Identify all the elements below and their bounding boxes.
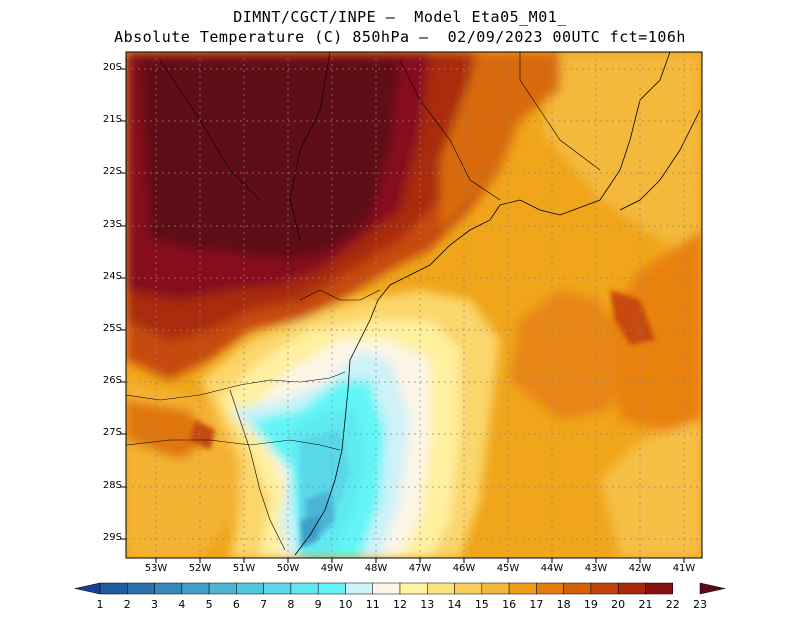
colorbar-label: 7: [260, 598, 268, 611]
colorbar-label: 12: [393, 598, 407, 611]
lon-label: 51W: [232, 563, 256, 574]
colorbar-swatch: [127, 582, 155, 595]
lat-label: 27S: [102, 427, 122, 438]
colorbar-swatch: [399, 582, 428, 595]
colorbar-label: 18: [556, 598, 571, 611]
lon-label: 44W: [540, 563, 564, 574]
lat-label: 20S: [102, 62, 122, 73]
map-frame: [125, 51, 703, 559]
lon-label: 41W: [672, 563, 696, 574]
lat-label: 29S: [102, 532, 122, 543]
grid-lines: [126, 52, 702, 558]
colorbar-swatch: [590, 582, 619, 595]
colorbar-label: 4: [178, 598, 186, 611]
colorbar-swatch: [481, 582, 510, 595]
title-line-2: Absolute Temperature (C) 850hPa – 02/09/…: [114, 28, 686, 46]
colorbar-label: 10: [338, 598, 353, 611]
colorbar-swatch: [99, 582, 128, 595]
lat-label: 25S: [102, 323, 122, 334]
colorbar-swatch: [74, 582, 101, 595]
lon-label: 50W: [276, 563, 300, 574]
colorbar-swatch: [645, 582, 673, 595]
lat-label: 22S: [102, 166, 122, 177]
state-borders: [126, 52, 601, 551]
lat-label: 26S: [102, 375, 122, 386]
axis-ticks: [121, 68, 685, 563]
colorbar-label: 11: [365, 598, 380, 611]
colorbar-label: 21: [638, 598, 653, 611]
coastline: [294, 52, 701, 556]
lat-label: 28S: [102, 480, 122, 491]
lon-label: 43W: [584, 563, 608, 574]
lon-label: 52W: [188, 563, 212, 574]
colorbar-label: 13: [420, 598, 435, 611]
colorbar-swatch: [208, 582, 237, 595]
colorbar-label: 5: [205, 598, 213, 611]
lat-label: 24S: [102, 271, 122, 282]
colorbar-label: 23: [693, 598, 707, 611]
colorbar-label: 16: [502, 598, 517, 611]
lon-label: 47W: [408, 563, 432, 574]
colorbar-label: 2: [123, 598, 131, 611]
colorbar-swatch: [563, 582, 592, 595]
colorbar-label: 22: [665, 598, 680, 611]
colorbar: [74, 582, 726, 595]
title-line-1: DIMNT/CGCT/INPE – Model Eta05_M01_: [233, 8, 567, 26]
colorbar-label: 20: [611, 598, 626, 611]
lon-label: 48W: [364, 563, 388, 574]
colorbar-label: 14: [447, 598, 462, 611]
colorbar-label: 9: [314, 598, 322, 611]
colorbar-swatch: [617, 582, 646, 595]
lat-label: 21S: [102, 114, 122, 125]
colorbar-swatch: [454, 582, 483, 595]
lon-label: 49W: [320, 563, 344, 574]
lon-label: 45W: [496, 563, 520, 574]
colorbar-label: 8: [287, 598, 295, 611]
lon-label: 53W: [144, 563, 168, 574]
colorbar-swatch: [290, 582, 319, 595]
colorbar-swatch: [699, 582, 726, 595]
colorbar-swatch: [372, 582, 401, 595]
colorbar-swatch: [263, 582, 292, 595]
colorbar-swatch: [536, 582, 564, 595]
colorbar-swatch: [154, 582, 183, 595]
colorbar-label: 15: [474, 598, 489, 611]
colorbar-swatch: [427, 582, 455, 595]
colorbar-swatch: [317, 582, 346, 595]
colorbar-label: 6: [232, 598, 240, 611]
lat-label: 23S: [102, 219, 122, 230]
colorbar-swatch: [181, 582, 210, 595]
colorbar-swatch: [236, 582, 264, 595]
lon-label: 46W: [452, 563, 476, 574]
colorbar-swatch: [345, 582, 373, 595]
colorbar-label: 1: [96, 598, 104, 611]
colorbar-label: 3: [151, 598, 159, 611]
colorbar-label: 17: [529, 598, 544, 611]
temperature-field: [126, 52, 702, 558]
lon-label: 42W: [628, 563, 652, 574]
colorbar-label: 19: [583, 598, 598, 611]
colorbar-swatch: [508, 582, 537, 595]
